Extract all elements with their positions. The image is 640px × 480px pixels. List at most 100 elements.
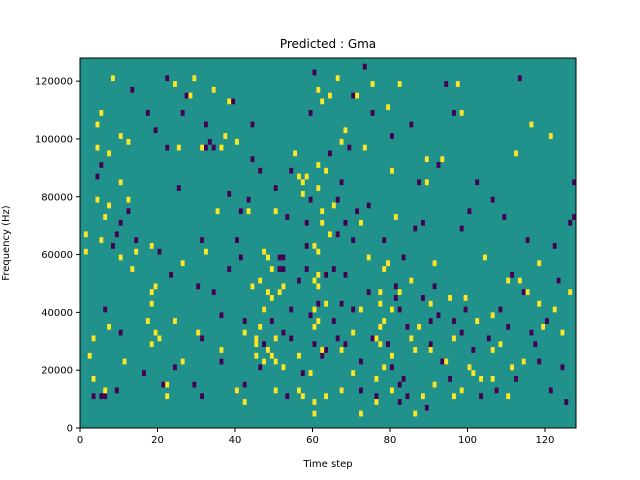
heatmap-cell-low (436, 162, 441, 168)
heatmap-cell-low (467, 208, 472, 215)
heatmap-cell-high (173, 318, 177, 324)
heatmap-cell-high (262, 248, 267, 255)
heatmap-cell-high (417, 323, 422, 330)
heatmap-cell-high (308, 370, 313, 376)
heatmap-cell-low (521, 289, 526, 296)
heatmap-cell-high (397, 81, 402, 87)
heatmap-cell-low (297, 277, 301, 284)
heatmap-cell-high (324, 300, 329, 307)
heatmap-cell-high (83, 248, 88, 255)
heatmap-cell-high (235, 138, 239, 145)
heatmap-cell-high (490, 347, 495, 353)
heatmap-cell-low (161, 381, 166, 388)
heatmap-cell-low (432, 283, 437, 290)
heatmap-cell-low (142, 370, 146, 376)
heatmap-cell-high (475, 318, 480, 324)
heatmap-cell-high (250, 283, 255, 290)
x-axis: 0 20 40 60 80 100 120 (77, 428, 555, 446)
heatmap-cell-low (335, 335, 340, 342)
heatmap-cell-low (359, 387, 363, 394)
heatmap-cell-low (339, 300, 344, 307)
heatmap-cell-low (277, 266, 282, 272)
heatmap-cell-high (165, 393, 170, 400)
heatmap-cell-low (552, 243, 557, 249)
heatmap-cell-high (440, 156, 445, 163)
heatmap-cell-high (424, 156, 429, 163)
heatmap-cell-high (219, 347, 224, 353)
heatmap-cell-low (506, 323, 511, 330)
heatmap-cell-low (184, 92, 189, 99)
heatmap-cell-high (99, 237, 104, 243)
heatmap-cell-high (118, 254, 123, 261)
heatmap-cell-low (459, 329, 464, 336)
heatmap-cell-high (366, 254, 371, 261)
heatmap-cell-high (118, 133, 123, 139)
heatmap-cell-low (289, 335, 294, 342)
heatmap-cell-high (273, 358, 278, 365)
heatmap-cell-high (266, 289, 270, 296)
heatmap-cell-high (413, 347, 418, 353)
heatmap-cell-high (386, 260, 391, 267)
heatmap-cell-high (269, 295, 274, 301)
heatmap-cell-high (312, 399, 317, 405)
heatmap-cell-low (289, 167, 294, 174)
heatmap-cell-low (548, 387, 553, 394)
heatmap-cell-high (242, 329, 247, 336)
heatmap-cell-low (525, 237, 530, 243)
heatmap-cell-low (103, 306, 108, 313)
heatmap-cell-low (308, 110, 313, 116)
heatmap-cell-low (281, 254, 286, 261)
heatmap-cell-high (374, 399, 379, 405)
heatmap-cell-low (514, 375, 518, 382)
y-tick-label: 100000 (35, 134, 73, 145)
heatmap-cell-low (572, 214, 577, 220)
heatmap-cell-high (215, 208, 220, 215)
heatmap-cell-low (262, 341, 267, 348)
heatmap-cell-high (320, 219, 325, 226)
y-tick-label: 0 (67, 424, 73, 435)
heatmap-cell-high (409, 335, 414, 342)
heatmap-cell-high (95, 121, 100, 128)
heatmap-cell-low (343, 341, 348, 348)
heatmap-cell-low (370, 335, 375, 342)
heatmap-cell-low (413, 225, 418, 232)
heatmap-cell-low (331, 266, 336, 272)
heatmap-cell-high (180, 260, 185, 267)
heatmap-cell-high (328, 92, 332, 99)
heatmap-cell-high (521, 358, 526, 365)
heatmap-cell-low (343, 271, 348, 278)
heatmap-cell-low (386, 341, 391, 348)
heatmap-cell-high (351, 329, 356, 336)
chart-title: Predicted : Gma (280, 37, 376, 51)
heatmap-cell-low (393, 283, 398, 290)
heatmap-cell-high (107, 150, 112, 157)
heatmap-cell-high (413, 410, 418, 417)
heatmap-cell-low (227, 190, 232, 197)
heatmap-cell-low (475, 179, 480, 186)
heatmap-cell-high (316, 318, 321, 324)
heatmap-cell-high (281, 283, 286, 290)
x-tick-label: 80 (384, 435, 397, 446)
heatmap-cell-low (417, 179, 422, 186)
y-tick-label: 40000 (41, 308, 73, 319)
heatmap-cell-high (370, 81, 375, 87)
heatmap-cell-low (335, 231, 340, 238)
heatmap-cell-low (312, 69, 317, 76)
heatmap-cell-low (335, 196, 340, 203)
heatmap-cell-high (393, 214, 398, 220)
heatmap-cell-high (180, 358, 185, 365)
heatmap-cell-low (238, 254, 243, 261)
heatmap-cell-low (91, 393, 96, 400)
heatmap-cell-low (494, 387, 499, 394)
heatmap-cell-low (114, 231, 119, 238)
heatmap-cell-low (281, 329, 286, 336)
heatmap-cell-low (359, 358, 363, 365)
heatmap-cell-high (382, 364, 387, 371)
heatmap-cell-high (421, 393, 425, 400)
heatmap-cell-high (525, 289, 530, 296)
heatmap-cell-low (153, 127, 158, 134)
heatmap-cell-low (289, 306, 294, 313)
heatmap-cell-low (169, 271, 174, 278)
heatmap-cell-low (502, 214, 507, 220)
heatmap-cell-high (378, 300, 383, 307)
